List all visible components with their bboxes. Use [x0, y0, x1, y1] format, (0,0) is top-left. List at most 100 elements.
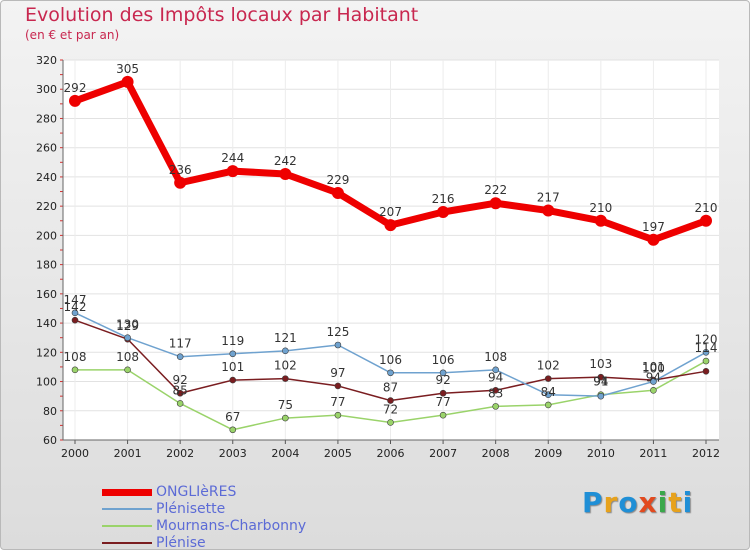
x-tick-label: 2004 — [271, 447, 299, 460]
series-point — [700, 214, 712, 227]
series-point — [229, 376, 237, 384]
series-point — [439, 389, 447, 397]
data-label: 210 — [695, 201, 718, 215]
data-label: 102 — [274, 359, 297, 373]
legend-swatch — [102, 508, 152, 510]
series-point — [282, 347, 289, 355]
x-tick-label: 2010 — [587, 447, 615, 460]
series-point — [597, 373, 605, 381]
y-tick-label: 160 — [36, 288, 57, 301]
series-point — [702, 357, 710, 365]
series-point — [124, 366, 131, 374]
logo-letter: x — [638, 486, 658, 519]
data-label: 91 — [593, 375, 608, 389]
x-tick-label: 2002 — [166, 447, 194, 460]
series-point — [647, 233, 660, 246]
data-label: 101 — [221, 360, 244, 374]
data-label: 108 — [484, 350, 507, 364]
series-point — [544, 375, 552, 382]
series-point — [334, 341, 342, 349]
series-point — [492, 387, 499, 394]
series-point — [71, 316, 79, 324]
series-point — [492, 403, 499, 410]
data-label: 94 — [593, 375, 608, 389]
y-tick-label: 200 — [36, 229, 57, 242]
data-label: 108 — [116, 350, 139, 364]
chart-subtitle: (en € et par an) — [25, 28, 120, 42]
y-tick-label: 300 — [36, 83, 57, 96]
y-tick-label: 220 — [36, 200, 57, 213]
x-tick-label: 2009 — [534, 447, 562, 460]
x-tick-label: 2005 — [324, 447, 352, 460]
data-label: 102 — [537, 359, 560, 373]
x-tick-label: 2001 — [114, 447, 142, 460]
data-label: 121 — [274, 331, 297, 345]
series-point — [387, 369, 394, 377]
y-tick-label: 280 — [36, 112, 57, 125]
series-point — [229, 426, 237, 434]
series-point — [282, 375, 289, 382]
series-point — [334, 411, 342, 419]
y-tick-label: 60 — [43, 434, 57, 447]
x-tick-label: 2006 — [377, 447, 405, 460]
x-tick-label: 2003 — [219, 447, 247, 460]
x-tick-label: 2012 — [692, 447, 720, 460]
series-point — [124, 334, 131, 341]
series-point — [331, 187, 344, 199]
y-tick-label: 260 — [36, 142, 57, 155]
series-point — [71, 309, 79, 317]
x-tick-label: 2008 — [482, 447, 510, 460]
data-label: 92 — [435, 373, 450, 387]
data-label: 108 — [64, 350, 87, 364]
data-label: 217 — [537, 191, 560, 205]
data-label: 106 — [379, 353, 402, 367]
data-label: 106 — [432, 353, 455, 367]
series-point — [282, 414, 289, 422]
legend-swatch — [102, 525, 152, 527]
series-point — [492, 366, 499, 374]
data-label: 130 — [116, 318, 139, 332]
series-point — [71, 366, 79, 374]
series-point — [439, 369, 447, 377]
data-label: 210 — [589, 201, 612, 215]
data-label: 147 — [64, 293, 87, 307]
data-label: 207 — [379, 205, 402, 219]
legend-label: Plénisette — [156, 501, 226, 517]
series-point — [594, 214, 607, 227]
series-point — [437, 206, 450, 218]
data-label: 94 — [488, 370, 503, 384]
data-label: 236 — [169, 163, 192, 177]
data-label: 97 — [330, 366, 345, 380]
y-tick-label: 320 — [36, 54, 57, 67]
data-label: 305 — [116, 62, 139, 76]
data-label: 85 — [173, 383, 188, 397]
series-point — [69, 94, 81, 107]
proxiti-logo: Proxiti — [582, 486, 693, 519]
series-point — [650, 378, 657, 385]
data-label: 292 — [64, 81, 87, 95]
chart-title: Evolution des Impôts locaux par Habitant — [25, 4, 419, 26]
y-tick-label: 240 — [36, 171, 57, 184]
data-label: 67 — [225, 410, 240, 424]
data-label: 197 — [642, 220, 665, 234]
legend-swatch — [102, 489, 152, 496]
series-point — [702, 368, 710, 375]
data-label: 120 — [695, 332, 718, 346]
data-label: 216 — [432, 192, 455, 206]
series-point — [387, 419, 394, 426]
data-label: 84 — [541, 385, 556, 399]
logo-letter: o — [618, 486, 639, 519]
logo-letter: t — [668, 486, 683, 519]
series-point — [544, 391, 552, 398]
legend-swatch — [102, 542, 152, 544]
x-tick-label: 2007 — [429, 447, 457, 460]
y-tick-label: 100 — [36, 376, 57, 389]
legend-label: ONGLIèRES — [156, 484, 237, 500]
series-point — [650, 387, 657, 394]
series-point — [334, 382, 342, 390]
data-label: 117 — [169, 337, 192, 351]
series-point — [226, 165, 239, 178]
data-label: 100 — [642, 362, 665, 376]
series-point — [489, 197, 502, 210]
logo-letter: P — [582, 486, 604, 519]
